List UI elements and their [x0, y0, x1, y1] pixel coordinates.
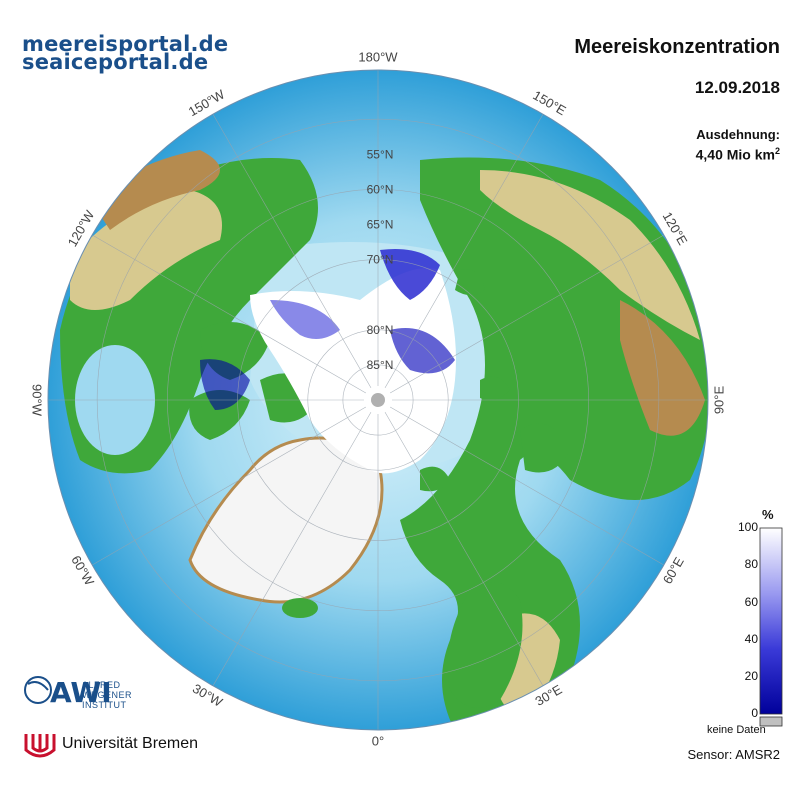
- latitude-label: 70°N: [367, 253, 394, 267]
- graticule: [48, 70, 708, 730]
- iceland: [282, 598, 318, 618]
- latitude-label: 65°N: [367, 217, 394, 231]
- colorbar-no-data-swatch: [759, 716, 783, 727]
- latitude-label: 60°N: [367, 182, 394, 196]
- colorbar-tick-0: 0: [751, 706, 758, 720]
- longitude-label: 0°: [372, 733, 384, 748]
- latitude-label: 80°N: [367, 323, 394, 337]
- svalbard: [420, 466, 450, 492]
- longitude-label: 90°W: [30, 384, 45, 417]
- pole-hole: [371, 393, 385, 407]
- longitude-line: [384, 411, 544, 686]
- longitude-line: [92, 406, 367, 566]
- sea-ice-fringe-laptev: [380, 249, 440, 300]
- awi-logo-text: AWI: [50, 676, 112, 709]
- colorbar-tick-80: 80: [744, 557, 758, 571]
- awi-name-line: INSTITUT: [82, 700, 127, 710]
- extent-value: 4,40 Mio km2: [696, 146, 780, 163]
- awi-name-line: WEGENER: [82, 690, 133, 700]
- colorbar-gradient: [759, 527, 783, 715]
- latitude-label: 55°N: [367, 147, 394, 161]
- awi-logo: AWI: [24, 676, 112, 709]
- map-border: [47, 69, 709, 731]
- uni-bremen-logo: [24, 734, 56, 758]
- colorbar-tick-20: 20: [744, 669, 758, 683]
- latitude-labels: 55°N 60°N 65°N 70°N 80°N 85°N: [367, 147, 394, 372]
- longitude-line: [389, 406, 664, 566]
- awi-name: ALFRED WEGENER INSTITUT: [82, 680, 132, 710]
- extent-number: 4,40 Mio km: [695, 146, 775, 163]
- central-siberian-plateau: [620, 300, 705, 436]
- colorbar-tick-40: 40: [744, 632, 758, 646]
- new-siberian-islands: [455, 269, 485, 295]
- novaya-zemlya: [520, 423, 570, 473]
- longitude-label: 180°W: [358, 49, 398, 64]
- colorbar-unit: %: [762, 507, 774, 522]
- franz-josef-land: [480, 376, 510, 401]
- longitude-line: [212, 114, 372, 389]
- map-date: 12.09.2018: [694, 78, 780, 97]
- colorbar-tick-60: 60: [744, 595, 758, 609]
- latitude-label: 85°N: [367, 358, 394, 372]
- alaska-highlands: [70, 190, 222, 310]
- longitude-line: [212, 411, 372, 686]
- alaska-range: [90, 150, 220, 230]
- sensor-label: Sensor: AMSR2: [687, 747, 781, 762]
- longitude-line: [384, 114, 544, 389]
- portal-en-link[interactable]: seaiceportal.de: [22, 50, 209, 74]
- extent-exponent: 2: [774, 146, 780, 156]
- sea-ice-fringe-beaufort: [270, 300, 340, 339]
- awi-name-line: ALFRED: [82, 680, 121, 690]
- scandinavia: [447, 582, 523, 708]
- sea-ice-fringe-east: [390, 328, 455, 374]
- colorbar-no-data-label: keine Daten: [707, 724, 766, 736]
- longitude-line: [92, 234, 367, 394]
- longitude-label: 90°E: [711, 386, 726, 415]
- siberia-highlands: [480, 170, 700, 340]
- colorbar-tick-100: 100: [737, 520, 758, 534]
- portal-de-link[interactable]: meereisportal.de: [22, 32, 229, 56]
- university-name: Universität Bremen: [62, 735, 199, 752]
- map-title: Meereiskonzentration: [574, 36, 780, 58]
- extent-label: Ausdehnung:: [696, 127, 780, 142]
- longitude-line: [389, 234, 664, 394]
